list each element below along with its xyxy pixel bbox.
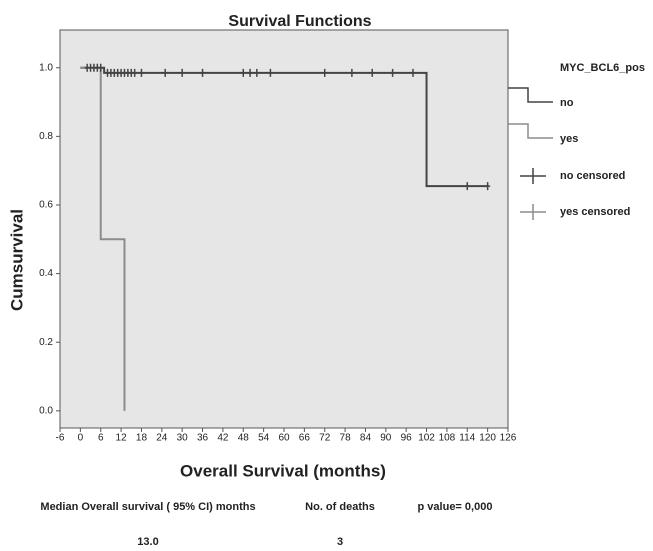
x-tick-label: 120	[479, 433, 496, 444]
x-tick-label: 6	[98, 433, 104, 444]
legend-label: yes	[560, 133, 578, 145]
legend-label: no	[560, 97, 574, 109]
x-tick-label: 90	[380, 433, 392, 444]
x-tick-label: 60	[278, 433, 290, 444]
censor-mark	[132, 68, 138, 77]
table-header: p value= 0,000	[417, 501, 493, 513]
legend-label: yes censored	[560, 206, 630, 218]
y-tick-label: 0.8	[39, 131, 53, 142]
chart: Survival Functions Overall Survival (mon…	[7, 13, 645, 480]
x-tick-label: 12	[116, 433, 128, 444]
x-tick-label: 114	[459, 433, 475, 444]
censor-mark	[179, 68, 185, 77]
x-tick-label: 54	[258, 433, 270, 444]
y-tick-label: 1.0	[39, 62, 53, 73]
censor-mark	[390, 68, 396, 77]
legend-icon	[520, 204, 546, 220]
legend-label: no censored	[560, 170, 625, 182]
censor-mark	[410, 68, 416, 77]
censor-mark	[369, 68, 375, 77]
x-tick-label: 126	[500, 433, 517, 444]
x-tick-label: 102	[418, 433, 435, 444]
censor-mark	[485, 182, 491, 191]
y-axis-label: Cumsurvival	[7, 209, 26, 311]
legend-icon	[508, 87, 553, 103]
censor-mark	[162, 68, 168, 77]
censor-mark	[254, 68, 260, 77]
censor-mark	[349, 68, 355, 77]
x-tick-label: 30	[177, 433, 189, 444]
x-tick-label: 84	[360, 433, 372, 444]
censor-mark	[98, 63, 104, 72]
x-tick-label: -6	[56, 433, 65, 444]
table-cell: 3	[336, 536, 344, 548]
y-tick-label: 0.2	[39, 337, 53, 348]
table-header: No. of deaths	[305, 501, 375, 513]
x-tick-label: 96	[401, 433, 413, 444]
x-tick-label: 108	[439, 433, 456, 444]
legend-title: MYC_BCL6_pos	[560, 62, 645, 74]
y-tick-label: 0.4	[39, 268, 53, 279]
x-tick-label: 72	[319, 433, 331, 444]
table-cell: 13.0	[137, 536, 159, 548]
x-tick-label: 0	[78, 433, 84, 444]
censor-mark	[240, 68, 246, 77]
x-tick-label: 78	[340, 433, 352, 444]
y-tick-label: 0.6	[39, 200, 53, 211]
x-tick-label: 48	[238, 433, 250, 444]
censor-mark	[138, 68, 144, 77]
x-tick-label: 42	[217, 433, 229, 444]
legend-icon	[520, 168, 546, 184]
table-header: Median Overall survival ( 95% CI) months	[40, 501, 256, 513]
x-tick-label: 36	[197, 433, 209, 444]
censor-mark	[464, 182, 470, 191]
x-tick-label: 18	[136, 433, 148, 444]
censor-mark	[200, 68, 206, 77]
x-tick-label: 66	[299, 433, 311, 444]
chart-title: Survival Functions	[228, 13, 371, 30]
censor-mark	[247, 68, 253, 77]
censor-mark	[267, 68, 273, 77]
x-axis-label: Overall Survival (months)	[180, 461, 386, 480]
plot-area	[59, 29, 509, 429]
y-tick-label: 0.0	[39, 405, 53, 416]
censor-mark	[322, 68, 328, 77]
x-tick-label: 24	[156, 433, 168, 444]
legend-icon	[508, 123, 553, 139]
